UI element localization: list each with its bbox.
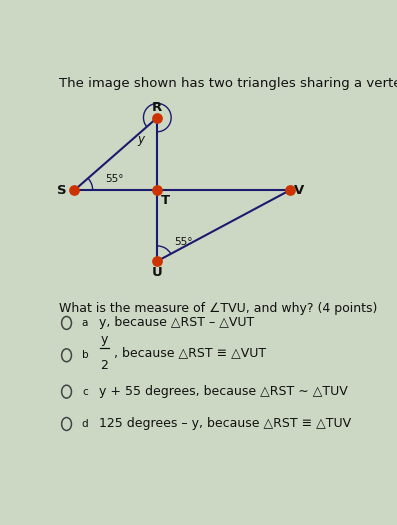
Text: U: U bbox=[152, 266, 163, 279]
Text: S: S bbox=[57, 184, 67, 197]
Text: 125 degrees – y, because △RST ≡ △TUV: 125 degrees – y, because △RST ≡ △TUV bbox=[99, 417, 351, 430]
Text: V: V bbox=[294, 184, 304, 197]
Text: What is the measure of ∠TVU, and why? (4 points): What is the measure of ∠TVU, and why? (4… bbox=[59, 301, 377, 314]
Point bbox=[154, 186, 160, 195]
Text: y + 55 degrees, because △RST ∼ △TUV: y + 55 degrees, because △RST ∼ △TUV bbox=[99, 385, 348, 398]
Text: 55°: 55° bbox=[174, 237, 193, 247]
Text: y, because △RST – △VUT: y, because △RST – △VUT bbox=[99, 317, 254, 329]
Text: T: T bbox=[160, 194, 170, 207]
Point bbox=[154, 257, 160, 265]
Text: 2: 2 bbox=[100, 359, 108, 372]
Point bbox=[286, 186, 293, 195]
Text: y: y bbox=[137, 133, 144, 146]
Point bbox=[71, 186, 77, 195]
Text: 55°: 55° bbox=[105, 174, 123, 184]
Text: The image shown has two triangles sharing a vertex:: The image shown has two triangles sharin… bbox=[59, 77, 397, 90]
Text: b: b bbox=[82, 350, 88, 360]
Text: y: y bbox=[101, 333, 108, 346]
Text: R: R bbox=[152, 101, 162, 114]
Text: a: a bbox=[82, 318, 88, 328]
Text: c: c bbox=[82, 386, 88, 397]
Point bbox=[154, 113, 160, 122]
Text: d: d bbox=[82, 419, 88, 429]
Text: , because △RST ≡ △VUT: , because △RST ≡ △VUT bbox=[114, 346, 266, 359]
